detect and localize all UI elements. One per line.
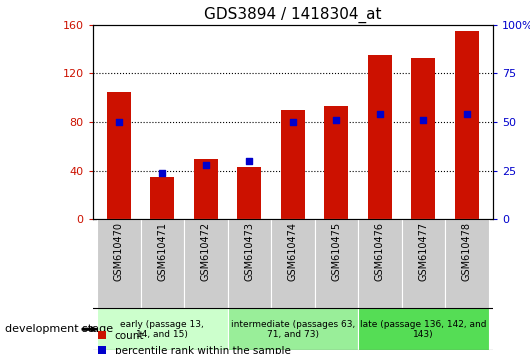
Bar [271,219,315,308]
Bar [194,159,218,219]
Bar [411,58,435,219]
Text: early (passage 13,
14, and 15): early (passage 13, 14, and 15) [120,320,204,339]
Bar [402,219,445,308]
Point [376,112,384,117]
Bar [455,31,479,219]
Text: GSM610470: GSM610470 [114,222,124,281]
Title: GDS3894 / 1418304_at: GDS3894 / 1418304_at [204,7,382,23]
Point [245,158,253,164]
Bar [237,167,261,219]
Text: GSM610474: GSM610474 [288,222,298,281]
Bar [227,308,358,350]
Bar [97,308,227,350]
Bar [368,55,392,219]
Text: intermediate (passages 63,
71, and 73): intermediate (passages 63, 71, and 73) [231,320,355,339]
Point [463,112,471,117]
Text: GSM610473: GSM610473 [244,222,254,281]
Text: late (passage 136, 142, and
143): late (passage 136, 142, and 143) [360,320,487,339]
Text: development stage: development stage [5,324,113,334]
Bar [184,219,227,308]
Bar [107,92,131,219]
Point [289,119,297,125]
Point [201,162,210,168]
Point [419,118,428,123]
Bar [227,219,271,308]
Bar [445,219,489,308]
Text: GSM610477: GSM610477 [418,222,428,281]
Point [114,119,123,125]
Bar [281,110,305,219]
Bar [358,219,402,308]
Bar [151,177,174,219]
Text: GSM610472: GSM610472 [201,222,211,281]
Bar [315,219,358,308]
Bar [97,219,140,308]
Bar [140,219,184,308]
Text: GSM610478: GSM610478 [462,222,472,281]
Point [158,170,166,176]
Point [332,118,341,123]
Text: GSM610476: GSM610476 [375,222,385,281]
Bar [358,308,489,350]
Legend: count, percentile rank within the sample: count, percentile rank within the sample [98,331,290,354]
Text: GSM610475: GSM610475 [331,222,341,281]
Text: GSM610471: GSM610471 [157,222,167,281]
Bar [324,106,348,219]
